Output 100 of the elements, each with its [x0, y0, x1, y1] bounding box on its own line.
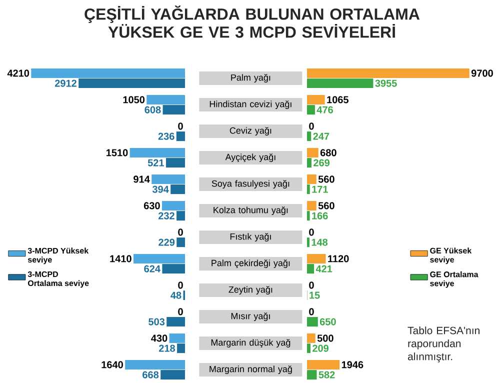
y-tick-label: Mısır yağı: [231, 312, 270, 322]
bar: [146, 94, 185, 104]
bar: [177, 344, 185, 354]
data-label: 1120: [328, 255, 349, 262]
data-label: 218: [158, 344, 176, 352]
bar: [307, 78, 374, 88]
bar: [307, 200, 316, 210]
bar: [162, 200, 185, 210]
bar: [307, 360, 340, 370]
bar: [307, 317, 318, 327]
bar: [307, 68, 470, 78]
y-tick-label: Margarin normal yağ: [210, 366, 292, 374]
y-tick-label: Zeytin yağı: [228, 286, 272, 295]
data-label: 236: [158, 132, 174, 140]
data-label: 650: [320, 318, 336, 326]
data-label: 1410: [110, 255, 132, 262]
data-label: 48: [170, 292, 182, 299]
data-label: 680: [320, 149, 336, 156]
bar: [307, 105, 315, 115]
bar: [307, 211, 310, 221]
data-label: 209: [312, 344, 329, 352]
data-label: 0: [309, 308, 314, 316]
data-label: 0: [309, 282, 314, 289]
bar: [160, 370, 185, 380]
y-tick-label: Ceviz yağı: [230, 127, 272, 136]
data-label: 560: [318, 176, 334, 183]
legend-label: GE Ortalama seviye: [430, 271, 478, 288]
text: ÇEŞİTLİ YAĞLARDA BULUNAN ORTALAMA YÜKSEK GE VE 3 MCPD SEVİYELERİ: [84, 6, 420, 38]
data-label: 0: [309, 228, 314, 236]
data-label: 2912: [54, 80, 76, 87]
bar: [307, 94, 325, 104]
bar: [307, 184, 310, 194]
data-label: 9700: [471, 70, 493, 77]
bar: [162, 264, 185, 274]
y-tick-label: Ayçiçek yağı: [225, 153, 276, 162]
bar: [176, 211, 185, 221]
annotation: Tablo EFSA'nın raporundan alınmıştır.: [408, 326, 480, 362]
data-label: 4210: [7, 70, 30, 77]
bar: [307, 344, 311, 354]
bar: [133, 254, 185, 264]
bar: [162, 105, 185, 115]
data-label: 247: [313, 132, 330, 140]
data-label: 430: [151, 334, 168, 342]
bar: [176, 132, 185, 142]
data-label: 0: [309, 122, 314, 130]
data-label: 1640: [102, 361, 123, 368]
bar: [166, 158, 185, 168]
y-tick-label: Hindistan cevizi yağı: [210, 100, 292, 109]
legend-label: GE Yüksek seviye: [430, 248, 472, 264]
data-label: 1510: [106, 149, 128, 156]
data-label: 232: [158, 212, 174, 220]
bar: [307, 174, 316, 184]
data-label: 624: [144, 265, 160, 272]
data-label: 476: [316, 106, 333, 114]
bar: [130, 148, 185, 158]
bar: [31, 68, 185, 78]
bar: [170, 184, 185, 194]
data-label: 421: [316, 265, 332, 272]
data-label: 500: [317, 334, 334, 342]
y-tick-label: Soya fasulyesi yağı: [212, 180, 290, 189]
data-label: 503: [148, 318, 165, 326]
bar: [307, 158, 312, 168]
data-label: 582: [318, 371, 335, 378]
data-label: 15: [310, 292, 320, 299]
data-label: 1050: [123, 96, 145, 104]
data-label: 171: [312, 186, 328, 193]
data-label: 0: [178, 122, 183, 130]
data-label: 668: [142, 371, 159, 378]
bar: [78, 78, 185, 88]
data-label: 166: [312, 212, 328, 220]
bar: [307, 254, 326, 264]
bar: [307, 132, 312, 142]
data-label: 914: [134, 176, 150, 183]
y-tick-label: Palm yağı: [231, 74, 270, 82]
data-label: 394: [152, 186, 169, 193]
data-label: 0: [178, 282, 183, 289]
data-label: 521: [148, 159, 164, 166]
data-label: 229: [158, 238, 175, 246]
legend-label: 3-MCPD Ortalama seviye: [28, 271, 89, 288]
data-label: 269: [314, 159, 330, 166]
bar: [152, 174, 185, 184]
legend-label: 3-MCPD Yüksek seviye: [28, 248, 89, 264]
bar: [307, 264, 314, 274]
data-label: 3955: [375, 80, 397, 87]
bar: [307, 370, 317, 380]
data-label: 560: [318, 202, 334, 210]
bar: [307, 333, 316, 343]
y-tick-label: Kolza tohumu yağı: [214, 206, 288, 216]
data-label: 148: [312, 238, 328, 246]
y-tick-label: Palm çekirdeği yağı: [212, 259, 290, 268]
bar: [166, 317, 185, 327]
data-label: 1065: [327, 96, 348, 104]
data-label: 1946: [342, 361, 364, 368]
data-label: 0: [178, 228, 183, 236]
bar: [169, 333, 185, 343]
bar: [176, 238, 185, 248]
bar: [307, 148, 318, 158]
data-label: 0: [178, 308, 183, 316]
data-label: 608: [144, 106, 161, 114]
data-label: 630: [144, 202, 160, 210]
